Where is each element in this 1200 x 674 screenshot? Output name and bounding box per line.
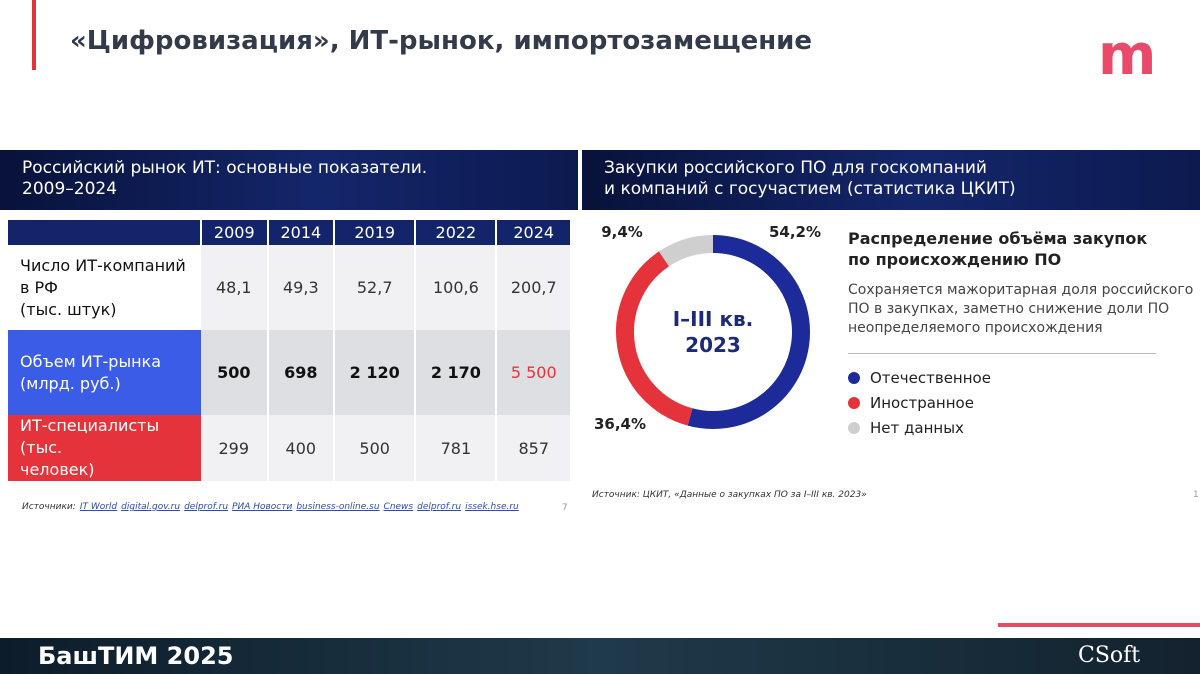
donut-chart: 54,2% 36,4% 9,4% I–III кв.2023 xyxy=(594,223,821,433)
row-label-line: человек) xyxy=(20,460,95,479)
table-cell: 299 xyxy=(201,415,269,481)
column-header: 2024 xyxy=(496,220,572,245)
header-row: 2009 2014 2019 2022 2024 xyxy=(8,220,572,245)
row-label-line: (тыс. штук) xyxy=(20,299,117,319)
source-link[interactable]: business-online.su xyxy=(296,502,380,512)
row-label-line: в РФ xyxy=(20,277,58,297)
source-link[interactable]: delprof.ru xyxy=(417,502,462,512)
source-link[interactable]: digital.gov.ru xyxy=(121,502,181,512)
description-line: Сохраняется мажоритарная доля российског… xyxy=(848,282,1194,298)
row-label: Объем ИТ-рынка (млрд. руб.) xyxy=(8,330,201,415)
source: Источник: ЦКИТ, «Данные о закупках ПО за… xyxy=(592,490,867,500)
legend-label: Нет данных xyxy=(870,418,964,437)
value-label: 9,4% xyxy=(601,223,643,241)
page-number: 1 xyxy=(1193,490,1199,500)
sources: Источники: IT World digital.gov.ru delprof.… xyxy=(22,502,523,512)
logo: m xyxy=(1098,23,1157,88)
table-cell: 5 500 xyxy=(496,330,572,415)
table-row: Число ИТ-компаний в РФ (тыс. штук) 48,1 49,… xyxy=(8,245,572,330)
legend: Отечественное Иностранное Нет данных xyxy=(848,365,991,440)
value-label: 36,4% xyxy=(594,415,646,433)
description: Сохраняется мажоритарная доля российског… xyxy=(848,281,1193,338)
legend-swatch xyxy=(848,421,860,434)
donut-segment xyxy=(616,251,693,426)
table-cell: 200,7 xyxy=(496,245,572,330)
subtitle-line: по происхождению ПО xyxy=(848,250,1062,269)
table-cell: 2 170 xyxy=(415,330,498,415)
row-label-line: (млрд. руб.) xyxy=(20,373,121,393)
table-cell: 52,7 xyxy=(334,245,417,330)
footer: БашТИМ 2025 CSoft xyxy=(0,638,1200,674)
column-header: 2014 xyxy=(267,220,336,245)
column-header: 2019 xyxy=(334,220,417,245)
donut-segment xyxy=(687,235,810,429)
chart-subtitle: Распределение объёма закупок по происхожд… xyxy=(848,228,1147,270)
panel-title-line: 2009–2024 xyxy=(22,179,118,199)
source-link[interactable]: РИА Новости xyxy=(232,502,293,512)
slide-title: «Цифровизация», ИТ-рынок, импортозамещен… xyxy=(70,26,813,56)
data-table: 2009 2014 2019 2022 2024 Число ИТ-компаний в … xyxy=(8,220,572,481)
legend-swatch xyxy=(848,371,860,384)
panel-title-line: Закупки российского ПО для госкомпаний xyxy=(604,158,987,178)
sources-label: Источники: xyxy=(22,502,76,512)
table-row: ИТ-специалисты (тыс. человек) 299 400 500 781… xyxy=(8,415,572,481)
table-cell: 857 xyxy=(496,415,572,481)
center-label: I–III кв. xyxy=(673,307,754,331)
subtitle-line: Распределение объёма закупок xyxy=(848,229,1148,248)
column-header: 2009 xyxy=(201,220,269,245)
legend-label: Отечественное xyxy=(870,368,991,387)
table-cell: 500 xyxy=(201,330,269,415)
panel-title-line: Российский рынок ИТ: основные показатели… xyxy=(22,158,428,178)
corner-cell xyxy=(8,220,202,245)
table-cell: 781 xyxy=(415,415,498,481)
table-cell: 400 xyxy=(267,415,336,481)
legend-label: Иностранное xyxy=(870,393,974,412)
table-cell: 100,6 xyxy=(415,245,498,330)
source-link[interactable]: issek.hse.ru xyxy=(465,502,519,512)
event-name: БашТИМ 2025 xyxy=(38,642,234,670)
column-header: 2022 xyxy=(415,220,498,245)
row-label: ИТ-специалисты (тыс. человек) xyxy=(8,415,201,481)
donut-segment xyxy=(658,235,714,267)
divider xyxy=(848,353,1156,354)
legend-entry: Иностранное xyxy=(848,390,991,415)
table-cell: 49,3 xyxy=(267,245,336,330)
table-cell: 500 xyxy=(334,415,417,481)
source-link[interactable]: IT World xyxy=(79,502,118,512)
accent-bar xyxy=(32,0,36,70)
panel-title-line: и компаний с госучастием (статистика ЦКИ… xyxy=(604,179,1016,199)
legend-entry: Нет данных xyxy=(848,415,991,440)
legend-swatch xyxy=(848,396,860,409)
row-label: Число ИТ-компаний в РФ (тыс. штук) xyxy=(8,245,201,330)
row-label-line: Объем ИТ-рынка xyxy=(20,351,161,371)
footer-accent xyxy=(998,623,1200,627)
right-header: Закупки российского ПО для госкомпаний и … xyxy=(582,150,1200,210)
source-link[interactable]: delprof.ru xyxy=(184,502,229,512)
brand: CSoft xyxy=(1078,643,1141,668)
source-link[interactable]: Cnews xyxy=(383,502,414,512)
left-header: Российский рынок ИТ: основные показатели… xyxy=(0,150,578,210)
legend-entry: Отечественное xyxy=(848,365,991,390)
table-cell: 2 120 xyxy=(334,330,417,415)
page-number: 7 xyxy=(562,503,568,513)
row-label-line: ИТ-специалисты (тыс. xyxy=(20,416,160,457)
description-line: неопределяемого происхождения xyxy=(848,320,1103,336)
row-label-line: Число ИТ-компаний xyxy=(20,255,186,275)
table-cell: 48,1 xyxy=(201,245,269,330)
table-row: Объем ИТ-рынка (млрд. руб.) 500 698 2 120 2 1… xyxy=(8,330,572,415)
value-label: 54,2% xyxy=(769,223,821,241)
description-line: ПО в закупках, заметно снижение доли ПО xyxy=(848,301,1170,317)
table-cell: 698 xyxy=(267,330,336,415)
center-label: 2023 xyxy=(685,333,741,357)
